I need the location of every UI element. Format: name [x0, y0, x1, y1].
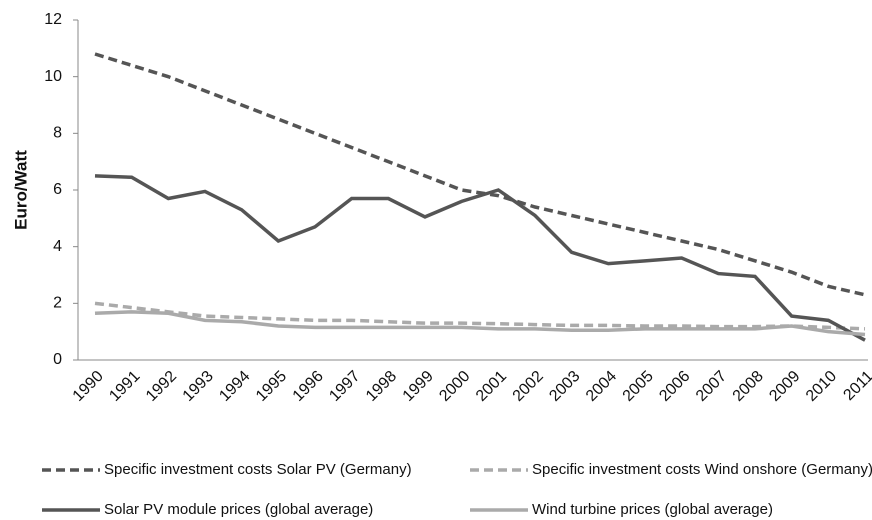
legend-label: Wind turbine prices (global average) — [532, 501, 773, 518]
x-tick-label: 2009 — [766, 368, 803, 405]
series-line — [94, 174, 866, 342]
x-tick-label: 2002 — [510, 368, 547, 405]
x-tick-label: 2007 — [693, 368, 730, 405]
y-tick-label: 2 — [53, 295, 62, 312]
x-tick-label: 2011 — [840, 368, 872, 404]
y-tick-label: 10 — [44, 68, 62, 85]
y-tick-label: 8 — [53, 125, 62, 142]
y-tick-label: 4 — [53, 238, 62, 255]
x-tick-label: 1991 — [106, 368, 143, 405]
x-tick-label: 1998 — [363, 368, 400, 405]
x-tick-label: 1995 — [253, 368, 290, 405]
y-axis-label: Euro/Watt — [11, 150, 30, 230]
x-tick-label: 2008 — [730, 368, 767, 405]
x-tick-label: 1996 — [290, 368, 327, 405]
x-tick-label: 2004 — [583, 368, 620, 405]
x-tick-label: 1997 — [326, 368, 363, 405]
x-tick-label: 1990 — [70, 368, 107, 405]
x-tick-label: 2006 — [656, 368, 693, 405]
x-tick-label: 2010 — [803, 368, 840, 405]
y-tick-label: 12 — [44, 11, 62, 28]
x-tick-label: 1999 — [400, 368, 437, 405]
y-tick-label: 6 — [53, 181, 62, 198]
x-tick-label: 1993 — [180, 368, 217, 405]
series-line — [94, 52, 866, 297]
legend-label: Specific investment costs Solar PV (Germ… — [104, 461, 412, 478]
x-tick-label: 1994 — [216, 368, 253, 405]
x-tick-label: 2003 — [546, 368, 583, 405]
series-line — [94, 301, 866, 331]
x-tick-label: 2005 — [620, 368, 657, 405]
series-line — [94, 310, 866, 337]
y-tick-label: 0 — [53, 351, 62, 368]
x-tick-label: 1992 — [143, 368, 180, 405]
x-tick-label: 2001 — [473, 368, 510, 405]
legend-label: Specific investment costs Wind onshore (… — [532, 461, 872, 478]
x-tick-label: 2000 — [436, 368, 473, 405]
legend-label: Solar PV module prices (global average) — [104, 501, 373, 518]
